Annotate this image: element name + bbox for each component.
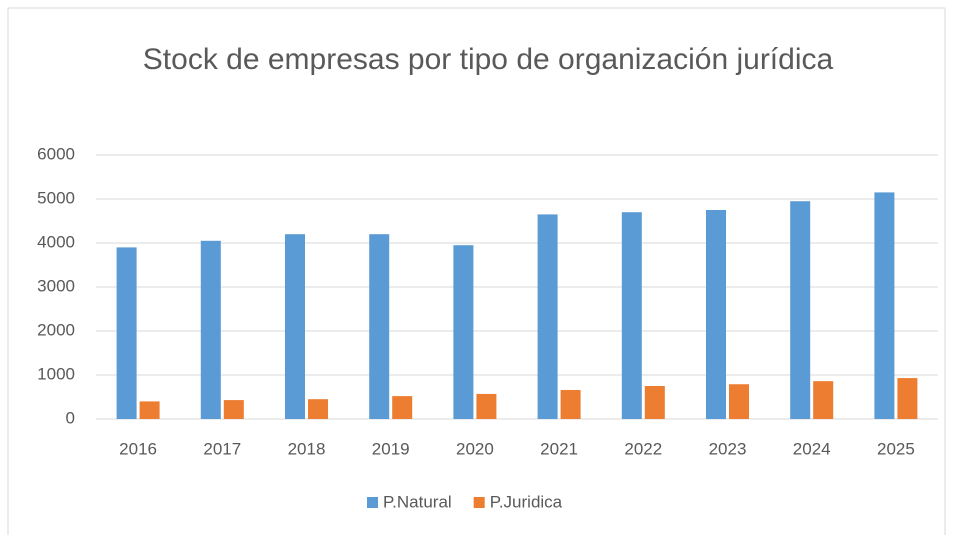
y-tick-label: 4000 bbox=[37, 232, 75, 251]
x-tick-label: 2024 bbox=[793, 439, 831, 458]
x-tick-label: 2021 bbox=[540, 439, 578, 458]
bar bbox=[453, 245, 474, 419]
x-tick-label: 2019 bbox=[372, 439, 410, 458]
bar bbox=[308, 399, 328, 419]
bar bbox=[537, 214, 558, 419]
legend-swatch bbox=[367, 497, 378, 508]
x-tick-label: 2020 bbox=[456, 439, 494, 458]
chart-title: Stock de empresas por tipo de organizaci… bbox=[142, 43, 834, 76]
bar bbox=[369, 234, 390, 419]
y-tick-label: 3000 bbox=[37, 276, 75, 295]
legend-swatch bbox=[473, 497, 485, 508]
legend-label: P.Natural bbox=[383, 492, 452, 511]
x-tick-label: 2022 bbox=[624, 439, 662, 458]
chart-border bbox=[7, 7, 946, 535]
bar bbox=[476, 393, 497, 419]
bar bbox=[392, 396, 413, 419]
x-tick-label: 2016 bbox=[119, 439, 157, 458]
bar bbox=[139, 401, 160, 419]
bar bbox=[200, 240, 221, 419]
bar bbox=[874, 192, 895, 419]
bar bbox=[621, 212, 642, 419]
y-tick-label: 2000 bbox=[37, 320, 75, 339]
bar bbox=[644, 386, 665, 419]
y-tick-label: 5000 bbox=[37, 188, 75, 207]
y-tick-label: 1000 bbox=[37, 364, 75, 383]
bar bbox=[790, 201, 811, 419]
x-tick-label: 2018 bbox=[288, 439, 326, 458]
bar bbox=[897, 378, 918, 419]
x-tick-label: 2025 bbox=[877, 439, 915, 458]
x-tick-label: 2023 bbox=[709, 439, 747, 458]
bar bbox=[706, 210, 726, 419]
bar bbox=[729, 384, 749, 419]
bar bbox=[116, 247, 137, 419]
bar bbox=[813, 381, 834, 419]
bar bbox=[285, 234, 305, 419]
y-tick-label: 0 bbox=[66, 408, 75, 427]
legend-label: P.Juridica bbox=[490, 492, 563, 511]
x-tick-label: 2017 bbox=[203, 439, 241, 458]
bar bbox=[560, 389, 581, 419]
y-tick-label: 6000 bbox=[37, 144, 75, 163]
bar bbox=[223, 400, 244, 419]
